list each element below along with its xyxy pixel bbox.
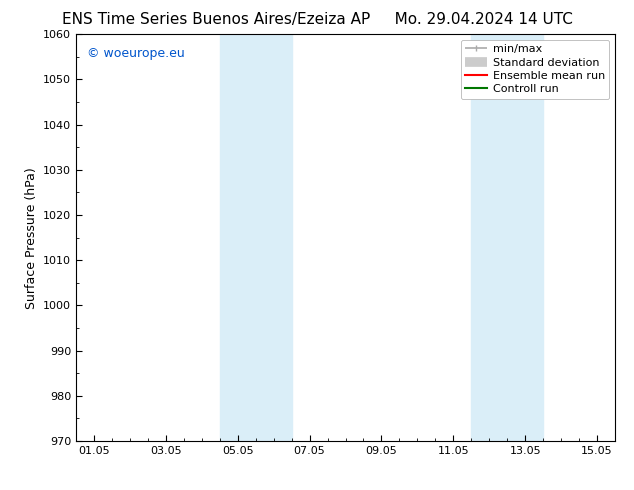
Text: © woeurope.eu: © woeurope.eu	[87, 47, 184, 59]
Legend: min/max, Standard deviation, Ensemble mean run, Controll run: min/max, Standard deviation, Ensemble me…	[460, 40, 609, 99]
Bar	[220, 34, 292, 441]
Y-axis label: Surface Pressure (hPa): Surface Pressure (hPa)	[25, 167, 37, 309]
Bar	[471, 34, 543, 441]
Text: ENS Time Series Buenos Aires/Ezeiza AP     Mo. 29.04.2024 14 UTC: ENS Time Series Buenos Aires/Ezeiza AP M…	[61, 12, 573, 27]
